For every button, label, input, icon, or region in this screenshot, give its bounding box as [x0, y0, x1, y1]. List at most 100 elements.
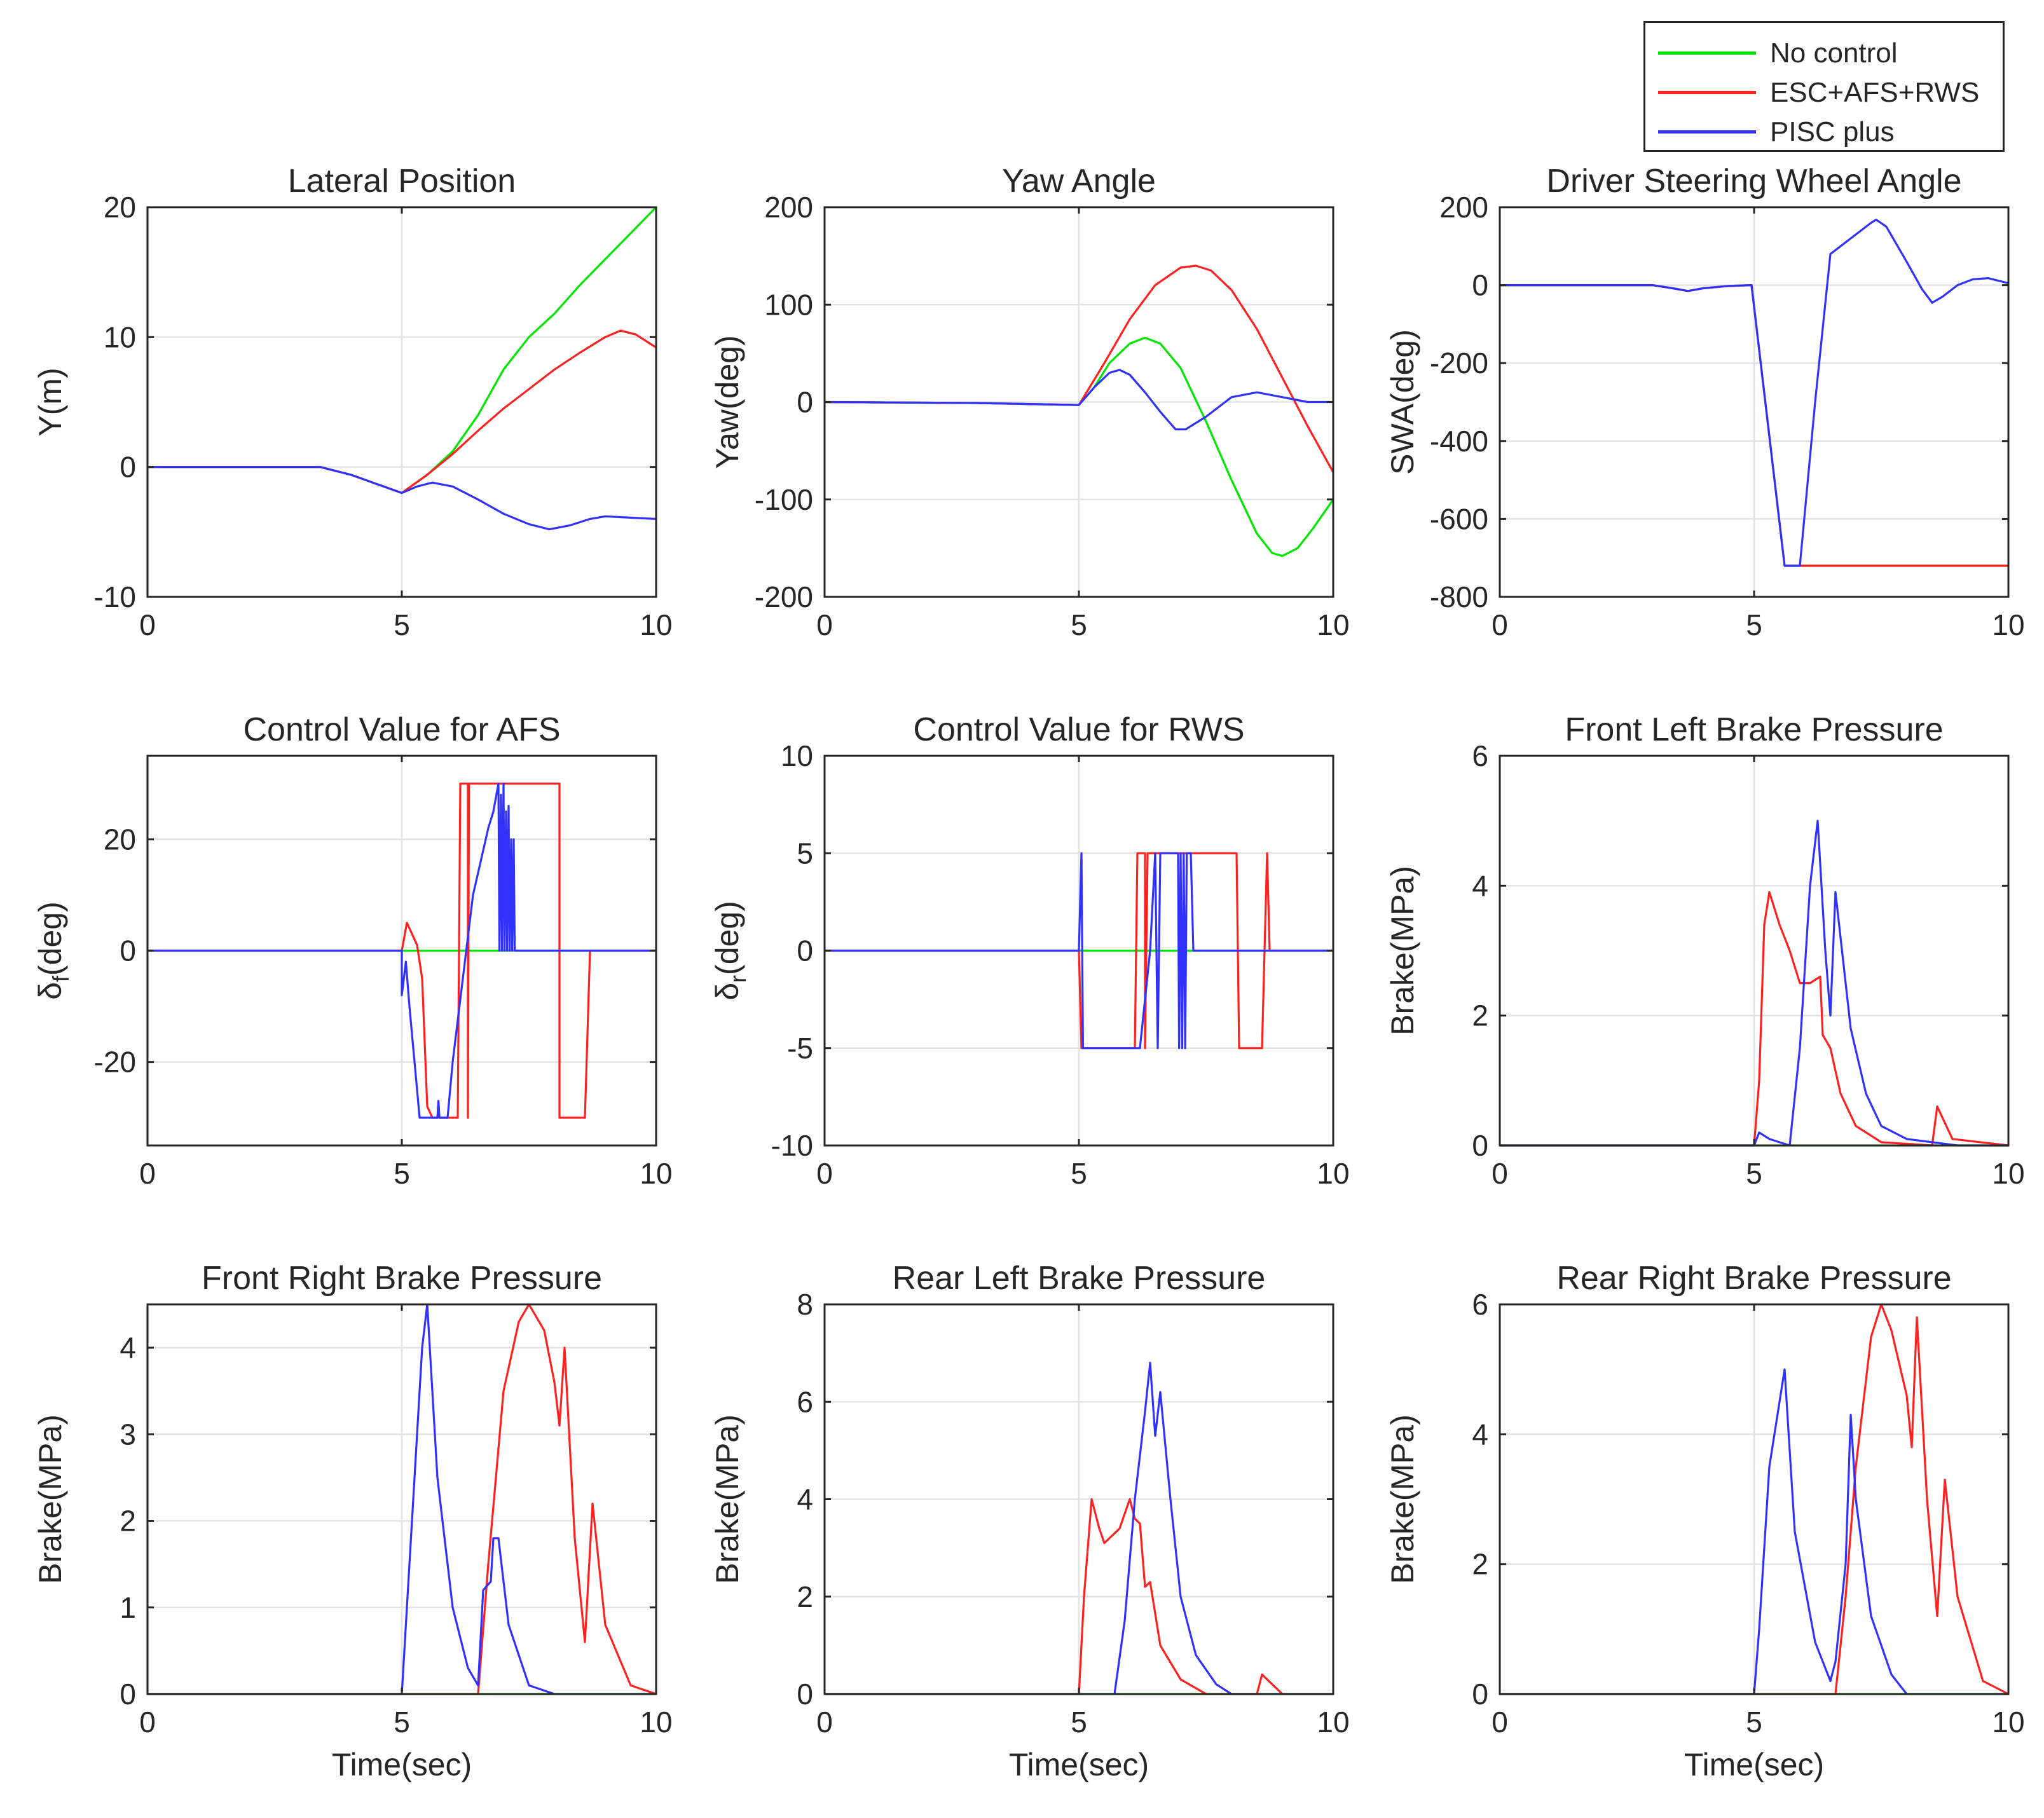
x-tick-label: 0 [139, 1157, 156, 1190]
x-axis-label: Time(sec) [1684, 1747, 1824, 1782]
x-tick-label: 0 [816, 608, 833, 641]
y-tick-label: -200 [755, 580, 813, 613]
x-tick-label: 0 [1492, 608, 1508, 641]
y-tick-label: 0 [797, 386, 813, 419]
x-tick-label: 0 [1492, 1157, 1508, 1190]
y-tick-label: -10 [94, 580, 136, 613]
legend-swatch-no-control [1658, 51, 1756, 55]
y-tick-label: 6 [797, 1385, 813, 1418]
x-tick-label: 5 [394, 608, 410, 641]
y-tick-label: -400 [1430, 425, 1488, 458]
series-line-pisc-plus [1500, 819, 2008, 1147]
chart-title: Driver Steering Wheel Angle [1546, 163, 1961, 200]
y-tick-label: 4 [120, 1331, 136, 1364]
y-tick-label: 4 [797, 1483, 813, 1516]
series-line-esc-afs-rws [147, 1303, 656, 1695]
y-tick-label: 4 [1472, 869, 1488, 902]
series-line-esc-afs-rws [1500, 1303, 2008, 1695]
series-line-pisc-plus [1500, 219, 2008, 567]
x-tick-label: 0 [139, 1705, 156, 1739]
series-line-esc-afs-rws [147, 783, 656, 1119]
x-tick-label: 0 [816, 1157, 833, 1190]
y-tick-label: 0 [797, 934, 813, 967]
legend-label-esc-afs-rws: ESC+AFS+RWS [1770, 77, 1980, 108]
y-tick-label: 0 [120, 1678, 136, 1711]
x-tick-label: 10 [1992, 1705, 2024, 1739]
chart-front-left-brake-pressure: 0 5 10 0 2 4 6 Front Left Brake Pressure Brake(M… [1385, 711, 2025, 1190]
chart-title: Lateral Position [288, 163, 516, 200]
y-tick-label: -5 [787, 1032, 813, 1065]
y-tick-label: -100 [755, 483, 813, 516]
chart-title: Rear Right Brake Pressure [1556, 1260, 1951, 1297]
y-tick-label: 4 [1472, 1418, 1488, 1451]
chart-driver-steering-wheel-angle: 0 5 10 -800 -600 -400 -200 0 200 Driver Steering … [1385, 163, 2025, 641]
y-axis-label: SWA(deg) [1385, 329, 1420, 475]
y-tick-label: 2 [797, 1580, 813, 1613]
x-tick-label: 10 [1317, 1705, 1349, 1739]
x-tick-label: 5 [1071, 608, 1087, 641]
x-tick-label: 5 [1071, 1157, 1087, 1190]
y-tick-label: 0 [120, 451, 136, 484]
series-line-pisc-plus [825, 852, 1333, 1049]
x-tick-label: 10 [640, 608, 672, 641]
y-tick-label: 6 [1472, 1288, 1488, 1321]
legend-entry-no-control: No control [1645, 34, 2003, 72]
x-tick-label: 10 [1992, 1157, 2024, 1190]
y-tick-label: 0 [1472, 269, 1488, 302]
x-tick-label: 5 [394, 1705, 410, 1739]
legend-label-no-control: No control [1770, 38, 1898, 69]
legend-label-pisc-plus: PISC plus [1770, 116, 1895, 147]
chart-front-right-brake-pressure: 0 5 10 0 1 2 3 4 Front Right Brake Pressure Brake… [32, 1260, 673, 1782]
y-axis-label: Yaw(deg) [710, 335, 745, 468]
y-tick-label: -600 [1430, 502, 1488, 535]
y-tick-label: 20 [104, 823, 136, 856]
y-tick-label: 0 [1472, 1678, 1488, 1711]
x-tick-label: 10 [1317, 1157, 1349, 1190]
x-tick-label: 10 [1992, 608, 2024, 641]
chart-yaw-angle: 0 5 10 -200 -100 0 100 200 Yaw Angle Yaw(deg) [710, 163, 1350, 641]
y-tick-label: 2 [120, 1505, 136, 1538]
y-tick-label: -20 [94, 1046, 136, 1079]
chart-control-value-for-afs: 0 5 10 -20 0 20 Control Value for AFS δf(deg) [32, 711, 673, 1190]
x-tick-label: 5 [1071, 1705, 1087, 1739]
x-tick-label: 10 [640, 1157, 672, 1190]
series-line-pisc-plus [825, 1362, 1333, 1695]
chart-title: Control Value for RWS [913, 711, 1244, 748]
chart-title: Front Left Brake Pressure [1565, 711, 1943, 748]
y-tick-label: 10 [104, 320, 136, 353]
series-line-pisc-plus [825, 369, 1333, 430]
legend-entry-esc-afs-rws: ESC+AFS+RWS [1645, 74, 2003, 112]
y-tick-label: 8 [797, 1288, 813, 1321]
y-axis-label: Brake(MPa) [1385, 1414, 1420, 1584]
y-axis-label: δr(deg) [710, 901, 751, 1001]
chart-rear-right-brake-pressure: 0 5 10 0 2 4 6 Rear Right Brake Pressure Brake(M… [1385, 1260, 2025, 1782]
y-tick-label: 5 [797, 837, 813, 870]
x-tick-label: 0 [816, 1705, 833, 1739]
x-tick-label: 0 [139, 608, 156, 641]
x-tick-label: 10 [1317, 608, 1349, 641]
y-tick-label: 3 [120, 1418, 136, 1451]
x-axis-label: Time(sec) [332, 1747, 472, 1782]
x-tick-label: 0 [1492, 1705, 1508, 1739]
series-line-pisc-plus [147, 1303, 656, 1695]
series-line-pisc-plus [147, 783, 656, 1119]
chart-title: Rear Left Brake Pressure [893, 1260, 1266, 1297]
y-tick-label: 0 [797, 1678, 813, 1711]
chart-title: Front Right Brake Pressure [202, 1260, 602, 1297]
y-axis-label: δf(deg) [32, 901, 74, 1000]
y-axis-label: Y(m) [32, 367, 68, 436]
y-tick-label: 0 [1472, 1129, 1488, 1162]
chart-rear-left-brake-pressure: 0 5 10 0 2 4 6 8 Rear Left Brake Pressure Brake(M… [710, 1260, 1350, 1782]
x-tick-label: 5 [394, 1157, 410, 1190]
y-tick-label: 200 [1439, 191, 1488, 224]
x-tick-label: 5 [1746, 1705, 1762, 1739]
y-tick-label: -200 [1430, 346, 1488, 379]
y-tick-label: 6 [1472, 739, 1488, 772]
chart-control-value-for-rws: 0 5 10 -10 -5 0 5 10 Control Value for RWS δr(deg… [710, 711, 1350, 1190]
y-tick-label: 10 [781, 739, 813, 772]
legend-entry-pisc-plus: PISC plus [1645, 113, 2003, 151]
y-tick-label: 0 [120, 934, 136, 967]
legend-swatch-pisc-plus [1658, 130, 1756, 133]
y-tick-label: -800 [1430, 580, 1488, 613]
